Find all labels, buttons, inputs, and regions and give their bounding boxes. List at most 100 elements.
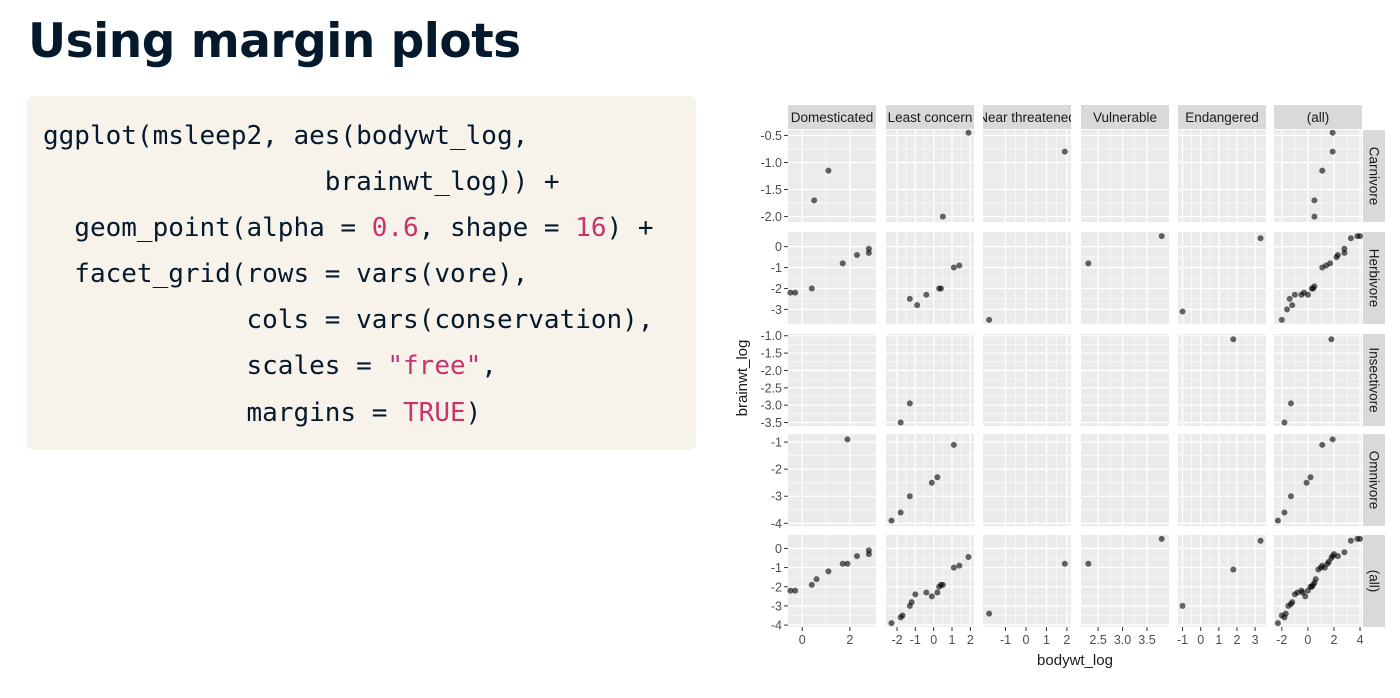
data-point: [808, 285, 815, 292]
facet-panel: [983, 535, 1071, 627]
facet-panel: [1081, 535, 1169, 627]
row-strip: [1363, 232, 1385, 324]
data-point: [906, 400, 913, 407]
data-point: [1158, 233, 1165, 240]
column-strip: [1081, 105, 1169, 129]
code-text: margins =: [43, 397, 404, 428]
data-point: [1179, 602, 1186, 609]
data-point: [844, 436, 851, 443]
x-tick-label: -1: [1177, 633, 1188, 647]
column-strip-label: Near threatened: [978, 110, 1076, 125]
data-point: [844, 560, 851, 567]
data-point: [1230, 336, 1237, 343]
data-point: [792, 289, 799, 296]
data-point: [986, 316, 993, 323]
data-point: [1328, 336, 1335, 343]
data-point: [1334, 252, 1341, 258]
slide-title: Using margin plots: [28, 14, 521, 69]
code-literal: 16: [575, 213, 607, 244]
data-point: [1274, 517, 1281, 524]
data-point: [1284, 306, 1291, 313]
data-point: [787, 587, 794, 594]
data-point: [965, 554, 972, 561]
column-strip-label: (all): [1307, 110, 1330, 125]
y-tick-label: -1: [771, 261, 782, 275]
y-tick-label: -1: [771, 561, 782, 575]
data-point: [928, 593, 935, 600]
data-point: [1327, 260, 1334, 267]
data-point: [1311, 197, 1318, 204]
column-strip: [1274, 105, 1362, 129]
data-point: [939, 581, 946, 588]
x-tick-label: 3.5: [1138, 633, 1155, 647]
data-point: [853, 553, 860, 560]
code-lines: ggplot(msleep2, aes(bodywt_log, brainwt_…: [43, 113, 654, 436]
y-tick-label: -2.0: [760, 210, 782, 224]
y-tick-label: -2: [771, 463, 782, 477]
x-tick-label: 0: [1197, 633, 1204, 647]
code-text: ) +: [606, 213, 654, 244]
x-tick-label: 1: [1043, 633, 1050, 647]
row-strip-label: Insectivore: [1367, 347, 1382, 412]
data-point: [1341, 245, 1348, 252]
row-strip: [1363, 130, 1385, 222]
code-text: ,: [481, 351, 497, 382]
facet-panel: [1081, 334, 1169, 426]
y-tick-label: -0.5: [760, 129, 782, 143]
y-tick-label: -3: [771, 490, 782, 504]
code-line: cols = vars(conservation),: [43, 305, 653, 335]
data-point: [986, 610, 993, 617]
code-text: facet_grid(rows = vars(vore),: [43, 259, 529, 290]
code-line: facet_grid(rows = vars(vore),: [43, 259, 528, 289]
x-tick-label: -2: [1276, 633, 1287, 647]
data-point: [1230, 566, 1237, 573]
data-point: [1334, 553, 1341, 560]
code-line: ggplot(msleep2, aes(bodywt_log,: [43, 121, 528, 151]
row-strip: [1363, 434, 1385, 526]
facet-panel: [788, 334, 876, 426]
data-point: [1303, 479, 1310, 486]
facet-scatter-plot: Domesticated Least concern Near threatened…: [734, 105, 1385, 669]
row-strip-label: Omnivore: [1367, 451, 1382, 510]
code-text: cols = vars(conservation),: [43, 305, 654, 336]
code-text: ggplot(msleep2, aes(bodywt_log,: [43, 121, 529, 151]
y-tick-label: -1.5: [760, 347, 782, 361]
x-tick-label: 2.5: [1089, 633, 1106, 647]
data-point: [1289, 302, 1296, 309]
row-strip-label: Carnivore: [1367, 147, 1382, 206]
x-tick-label: 2: [1233, 633, 1240, 647]
y-tick-label: -1.5: [760, 183, 782, 197]
x-tick-label: 1: [949, 633, 956, 647]
data-point: [865, 249, 872, 256]
data-point: [1302, 593, 1309, 600]
data-point: [825, 167, 832, 174]
data-point: [1357, 535, 1364, 542]
x-tick-label: 0: [1304, 633, 1311, 647]
x-tick-label: 2: [1330, 633, 1337, 647]
facet-panel: [983, 334, 1071, 426]
code-line: scales = "free",: [43, 351, 497, 382]
data-point: [1311, 213, 1318, 220]
y-axis-title: brainwt_log: [734, 340, 751, 417]
y-tick-label: -3: [771, 599, 782, 613]
data-point: [1329, 129, 1336, 136]
facet-panel: [1178, 334, 1266, 426]
data-point: [1158, 535, 1165, 542]
data-point: [1281, 509, 1288, 516]
data-point: [787, 289, 794, 296]
y-tick-label: -2.5: [760, 381, 782, 395]
y-tick-label: -1.0: [760, 156, 782, 170]
column-strip-label: Endangered: [1185, 110, 1259, 125]
x-tick-label: -2: [891, 633, 902, 647]
x-tick-label: 2: [1063, 633, 1070, 647]
data-point: [950, 564, 957, 571]
y-tick-label: -4: [771, 619, 782, 633]
data-point: [825, 568, 832, 575]
row-strip: [1363, 334, 1385, 426]
data-point: [813, 576, 820, 583]
x-tick-label: 4: [1357, 633, 1364, 647]
row-strip: [1363, 535, 1385, 627]
x-tick-label: 2: [967, 633, 974, 647]
y-tick-label: -2: [771, 580, 782, 594]
x-tick-label: 1: [1215, 633, 1222, 647]
